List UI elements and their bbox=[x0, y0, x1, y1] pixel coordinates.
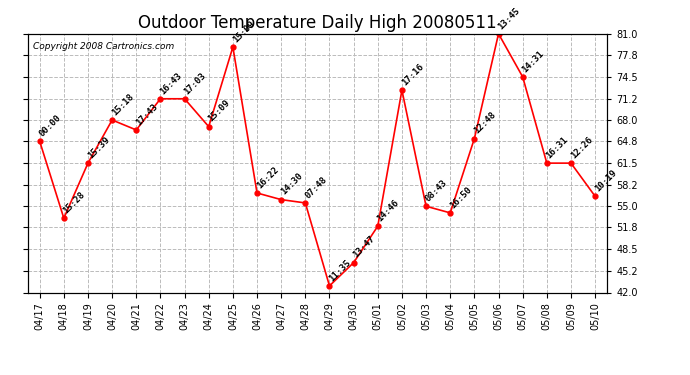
Text: 15:09: 15:09 bbox=[206, 99, 232, 124]
Text: 15:09: 15:09 bbox=[230, 19, 256, 44]
Text: 11:35: 11:35 bbox=[327, 258, 353, 283]
Text: 07:48: 07:48 bbox=[303, 175, 328, 200]
Text: 17:43: 17:43 bbox=[134, 102, 159, 127]
Text: 00:00: 00:00 bbox=[37, 113, 63, 138]
Text: 12:26: 12:26 bbox=[569, 135, 594, 160]
Text: 14:31: 14:31 bbox=[520, 49, 546, 74]
Text: 14:46: 14:46 bbox=[375, 198, 401, 223]
Text: 08:43: 08:43 bbox=[424, 178, 449, 204]
Text: 13:45: 13:45 bbox=[496, 6, 522, 31]
Text: 17:03: 17:03 bbox=[182, 70, 208, 96]
Text: 16:43: 16:43 bbox=[158, 70, 184, 96]
Text: 12:48: 12:48 bbox=[472, 110, 497, 136]
Text: 13:47: 13:47 bbox=[351, 234, 377, 260]
Text: 17:16: 17:16 bbox=[400, 62, 425, 87]
Text: 16:31: 16:31 bbox=[544, 135, 570, 160]
Text: 15:18: 15:18 bbox=[110, 92, 135, 117]
Text: 14:30: 14:30 bbox=[279, 171, 304, 197]
Text: 16:22: 16:22 bbox=[255, 165, 280, 190]
Text: Copyright 2008 Cartronics.com: Copyright 2008 Cartronics.com bbox=[33, 42, 175, 51]
Title: Outdoor Temperature Daily High 20080511: Outdoor Temperature Daily High 20080511 bbox=[138, 14, 497, 32]
Text: 16:50: 16:50 bbox=[448, 185, 473, 210]
Text: 10:19: 10:19 bbox=[593, 168, 618, 194]
Text: 15:28: 15:28 bbox=[61, 190, 87, 215]
Text: 15:39: 15:39 bbox=[86, 135, 111, 160]
